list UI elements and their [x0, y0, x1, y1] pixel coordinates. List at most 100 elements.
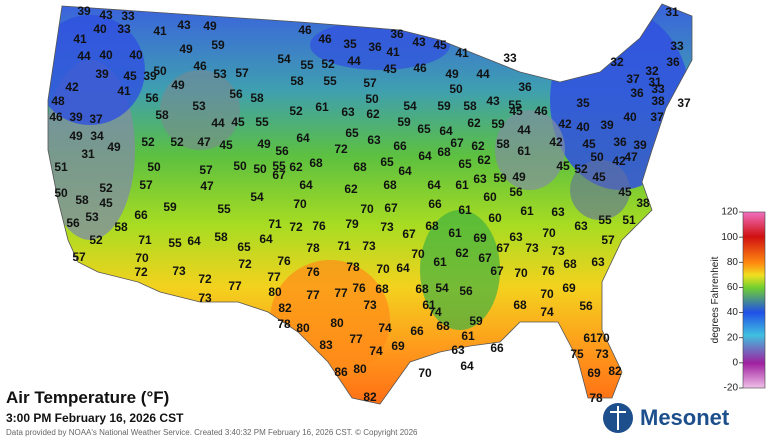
station-value: 62 [366, 107, 380, 121]
station-value: 64 [427, 178, 441, 192]
station-value: 59 [437, 99, 451, 113]
station-value: 78 [306, 241, 320, 255]
station-value: 64 [396, 261, 410, 275]
station-value: 49 [69, 129, 83, 143]
station-value: 36 [613, 135, 627, 149]
station-value: 74 [540, 305, 554, 319]
station-value: 74 [428, 305, 442, 319]
station-value: 68 [436, 319, 450, 333]
station-value: 39 [69, 110, 83, 124]
station-value: 57 [139, 178, 153, 192]
station-value: 66 [490, 341, 504, 355]
station-value: 75 [570, 347, 584, 361]
station-value: 41 [117, 84, 131, 98]
station-value: 61 [433, 255, 447, 269]
station-value: 50 [147, 160, 161, 174]
station-value: 76 [312, 219, 326, 233]
station-value: 43 [177, 18, 191, 32]
station-value: 66 [393, 139, 407, 153]
station-value: 31 [648, 75, 662, 89]
colorbar-tick-label: 0 [732, 357, 738, 368]
station-value: 42 [558, 117, 572, 131]
station-value: 45 [509, 104, 523, 118]
station-value: 70 [360, 202, 374, 216]
station-value: 36 [390, 27, 404, 41]
station-value: 61 [455, 178, 469, 192]
station-value: 80 [330, 316, 344, 330]
station-value: 33 [503, 51, 517, 65]
station-value: 49 [171, 78, 185, 92]
station-value: 63 [574, 219, 588, 233]
station-value: 32 [610, 55, 624, 69]
station-value: 61 [458, 203, 472, 217]
station-value: 40 [129, 48, 143, 62]
station-value: 73 [595, 347, 609, 361]
station-value: 37 [626, 72, 640, 86]
station-value: 70 [135, 251, 149, 265]
station-value: 45 [383, 62, 397, 76]
station-value: 45 [433, 38, 447, 52]
station-value: 37 [650, 110, 664, 124]
colorbar-tick-label: 120 [721, 207, 738, 218]
station-value: 41 [455, 46, 469, 60]
station-value: 67 [384, 201, 398, 215]
station-value: 41 [73, 32, 87, 46]
station-value: 67 [272, 168, 286, 182]
station-value: 45 [219, 138, 233, 152]
station-value: 80 [296, 321, 310, 335]
title: Air Temperature (°F) [6, 388, 169, 407]
station-value: 68 [353, 160, 367, 174]
station-value: 63 [591, 255, 605, 269]
station-value: 69 [473, 231, 487, 245]
station-value: 50 [54, 186, 68, 200]
station-value: 78 [277, 317, 291, 331]
station-value: 59 [469, 314, 483, 328]
colorbar-tick-label: -20 [724, 383, 739, 394]
station-value: 45 [99, 196, 113, 210]
station-value: 66 [410, 324, 424, 338]
station-value: 55 [168, 236, 182, 250]
station-value: 56 [145, 91, 159, 105]
station-value: 70 [514, 266, 528, 280]
station-value: 57 [72, 250, 86, 264]
station-value: 47 [200, 179, 214, 193]
station-value: 45 [123, 69, 137, 83]
station-value: 67 [450, 136, 464, 150]
station-value: 73 [525, 241, 539, 255]
colorbar-tick-label: 20 [727, 332, 739, 343]
station-value: 65 [417, 122, 431, 136]
station-value: 76 [306, 265, 320, 279]
station-value: 47 [197, 135, 211, 149]
station-value: 42 [549, 135, 563, 149]
station-value: 80 [268, 285, 282, 299]
station-value: 52 [89, 233, 103, 247]
station-value: 53 [213, 67, 227, 81]
station-value: 74 [378, 321, 392, 335]
station-value: 62 [471, 139, 485, 153]
station-value: 61 [461, 329, 475, 343]
station-value: 33 [117, 22, 131, 36]
station-value: 36 [368, 40, 382, 54]
station-value: 54 [403, 99, 417, 113]
station-value: 50 [365, 92, 379, 106]
station-value: 72 [134, 265, 148, 279]
station-value: 39 [95, 67, 109, 81]
station-value: 31 [665, 5, 679, 19]
station-value: 52 [141, 135, 155, 149]
station-value: 56 [66, 216, 80, 230]
station-value: 58 [250, 91, 264, 105]
station-value: 73 [380, 220, 394, 234]
station-value: 36 [666, 55, 680, 69]
station-value: 78 [346, 260, 360, 274]
station-value: 64 [439, 124, 453, 138]
station-value: 68 [425, 219, 439, 233]
logo-text: Mesonet [640, 405, 730, 430]
station-value: 44 [77, 49, 91, 63]
station-value: 71 [138, 233, 152, 247]
station-value: 56 [459, 284, 473, 298]
station-value: 43 [486, 94, 500, 108]
station-value: 61 [520, 204, 534, 218]
station-value: 67 [490, 264, 504, 278]
station-value: 64 [296, 131, 310, 145]
station-value: 40 [93, 22, 107, 36]
